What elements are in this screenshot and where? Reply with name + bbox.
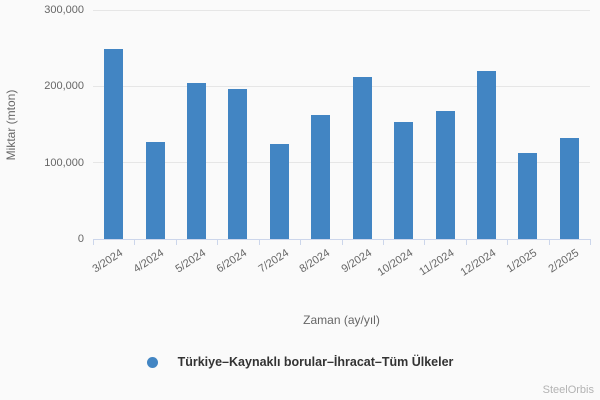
bar[interactable] [518, 152, 538, 239]
y-axis-tick-label: 100,000 [44, 156, 84, 169]
x-axis-tick-label: 6/2024 [214, 247, 250, 276]
x-axis-tick [341, 239, 343, 245]
bar[interactable] [145, 142, 165, 239]
y-axis-tick-label: 0 [77, 233, 84, 245]
gridline [93, 85, 590, 87]
bar[interactable] [187, 83, 207, 239]
x-axis-tick [548, 239, 550, 245]
bar[interactable] [228, 88, 248, 239]
x-axis-title: Zaman (ay/yıl) [303, 313, 380, 327]
x-axis-tick [134, 239, 136, 245]
legend-item[interactable]: Türkiye–Kaynaklı borular–İhracat–Tüm Ülk… [0, 355, 600, 369]
x-axis-tick-label: 8/2024 [297, 247, 333, 276]
x-axis-tick [465, 239, 467, 245]
x-axis-tick-label: 3/2024 [90, 247, 126, 276]
x-axis-tick [300, 239, 302, 245]
x-axis-tick-label: 7/2024 [256, 247, 291, 276]
bar[interactable] [352, 77, 372, 239]
bar[interactable] [104, 48, 124, 239]
x-axis-tick [175, 239, 177, 245]
x-axis-tick-label: 4/2024 [131, 247, 167, 276]
x-axis-tick-label: 5/2024 [173, 247, 209, 276]
gridline [93, 9, 590, 11]
y-axis-tick-label: 300,000 [44, 4, 84, 16]
bar[interactable] [394, 122, 414, 239]
y-axis-tick-label: 200,000 [44, 80, 84, 93]
bar[interactable] [311, 115, 331, 239]
x-axis-tick-label: 9/2024 [338, 247, 374, 276]
x-axis-tick [93, 239, 94, 245]
bar[interactable] [435, 110, 455, 239]
bar[interactable] [269, 143, 289, 239]
bar[interactable] [476, 71, 496, 239]
bar[interactable] [559, 138, 579, 239]
x-axis-tick [424, 239, 426, 245]
watermark: SteelOrbis [542, 384, 594, 396]
x-axis-tick-label: 12/2024 [458, 247, 499, 279]
x-axis-tick-label: 11/2024 [417, 247, 457, 279]
x-axis-tick [507, 239, 509, 245]
x-axis-tick [258, 239, 260, 245]
x-axis-tick [217, 239, 219, 245]
legend-marker-icon [146, 356, 158, 368]
x-axis-tick [382, 239, 384, 245]
legend-label: Türkiye–Kaynaklı borular–İhracat–Tüm Ülk… [177, 355, 454, 369]
x-axis-tick [590, 239, 591, 245]
plot-area [93, 9, 590, 240]
gridline [93, 162, 590, 164]
x-axis-tick-label: 1/2025 [504, 247, 540, 276]
x-axis-tick-label: 2/2025 [546, 247, 581, 276]
x-axis-tick-label: 10/2024 [375, 247, 416, 279]
